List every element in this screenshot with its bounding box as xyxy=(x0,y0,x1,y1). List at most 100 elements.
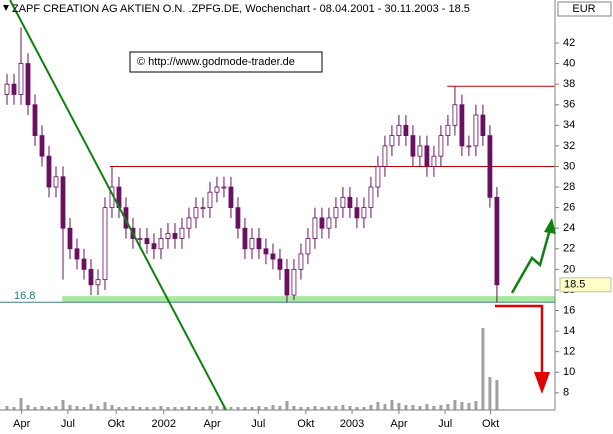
candle-body xyxy=(207,191,213,209)
volume-bar xyxy=(278,406,282,410)
candle-body xyxy=(88,268,94,286)
candle-body xyxy=(179,227,185,239)
volume-bar xyxy=(467,403,471,410)
volume-bar xyxy=(460,402,464,410)
volume-bar xyxy=(362,407,366,410)
x-tick-label: Apr xyxy=(13,418,30,430)
volume-bar xyxy=(243,407,247,410)
trend-line xyxy=(9,0,227,411)
candle-body xyxy=(319,217,325,229)
x-tick-label: Apr xyxy=(203,418,220,430)
watermark: © http://www.godmode-trader.de xyxy=(137,56,295,68)
candle-body xyxy=(60,176,66,229)
candle-body xyxy=(354,207,360,219)
volume-bar xyxy=(173,407,177,410)
volume-bar xyxy=(222,407,226,410)
candle-body xyxy=(81,258,87,270)
candle-body xyxy=(270,253,276,260)
candle-body xyxy=(151,243,157,250)
candle-body xyxy=(74,248,80,260)
volume-bar xyxy=(369,405,373,410)
candle-body xyxy=(305,238,311,255)
volume-bar xyxy=(264,407,268,410)
candle-body xyxy=(375,166,381,188)
candle-body xyxy=(186,217,192,229)
candle-body xyxy=(361,207,367,219)
candle-body xyxy=(291,268,297,296)
volume-bar xyxy=(194,407,198,410)
y-tick-label: 10 xyxy=(563,366,575,378)
candle-body xyxy=(102,207,108,281)
menu-icon xyxy=(3,5,9,11)
candle-body xyxy=(326,217,332,229)
y-tick-label: 38 xyxy=(563,78,575,90)
candle-body xyxy=(347,196,353,209)
candle-body xyxy=(172,232,178,239)
candle-body xyxy=(144,238,150,245)
candle-body xyxy=(242,227,248,250)
y-tick-label: 26 xyxy=(563,202,575,214)
candle-body xyxy=(382,145,388,167)
candle-body xyxy=(403,124,409,137)
volume-bar xyxy=(320,407,324,410)
candle-body xyxy=(431,155,437,167)
volume-bar xyxy=(117,407,121,410)
volume-bar xyxy=(61,400,65,410)
candle-body xyxy=(256,238,262,250)
volume-bar xyxy=(75,406,79,410)
y-tick-label: 30 xyxy=(563,160,575,172)
volume-bar xyxy=(292,406,296,410)
candle-body xyxy=(137,238,143,240)
up-arrow xyxy=(510,221,554,294)
volume-bar xyxy=(187,406,191,410)
candle-body xyxy=(417,145,423,157)
candle-body xyxy=(494,196,500,286)
volume-bar xyxy=(390,400,394,410)
down-arrow xyxy=(495,304,544,385)
volume-bar xyxy=(383,404,387,410)
x-tick-label: Jul xyxy=(438,418,452,430)
down-arrow-head xyxy=(534,372,550,394)
volume-bar xyxy=(250,407,254,410)
volume-bar xyxy=(397,403,401,410)
volume-bar xyxy=(89,404,93,410)
candle-body xyxy=(445,124,451,137)
last-price-label: 18.5 xyxy=(564,279,585,291)
up-arrow-head xyxy=(544,218,556,234)
candle-body xyxy=(67,227,73,250)
volume-bar xyxy=(12,407,16,410)
candle-body xyxy=(340,196,346,209)
volume-bar xyxy=(313,406,317,410)
volume-bar xyxy=(481,328,485,410)
volume-bar xyxy=(376,402,380,410)
volume-bar xyxy=(208,406,212,410)
candle-body xyxy=(158,238,164,250)
currency-box xyxy=(557,1,612,17)
support-label: 16.8 xyxy=(14,290,35,302)
candle-body xyxy=(228,186,234,209)
last-price-box xyxy=(559,277,612,293)
y-tick-label: 36 xyxy=(563,99,575,111)
candle-body xyxy=(459,104,465,147)
volume-bar xyxy=(236,407,240,410)
candle-body xyxy=(193,207,199,219)
currency: EUR xyxy=(572,3,595,15)
y-tick-label: 22 xyxy=(563,243,575,255)
volume-bar xyxy=(68,405,72,410)
volume-bar xyxy=(348,406,352,410)
volume-bar xyxy=(166,407,170,410)
candle-body xyxy=(410,135,416,157)
volume-bar xyxy=(355,407,359,410)
candle-body xyxy=(452,104,458,126)
y-tick-label: 32 xyxy=(563,140,575,152)
candle-body xyxy=(438,135,444,157)
volume-bar xyxy=(215,406,219,410)
volume-bar xyxy=(229,407,233,410)
volume-bar xyxy=(19,398,23,410)
candle-body xyxy=(424,145,430,167)
volume-bar xyxy=(138,407,142,410)
candle-body xyxy=(214,186,220,193)
volume-bar xyxy=(411,405,415,410)
x-tick-label: Okt xyxy=(108,418,125,430)
y-tick-label: 16 xyxy=(563,304,575,316)
